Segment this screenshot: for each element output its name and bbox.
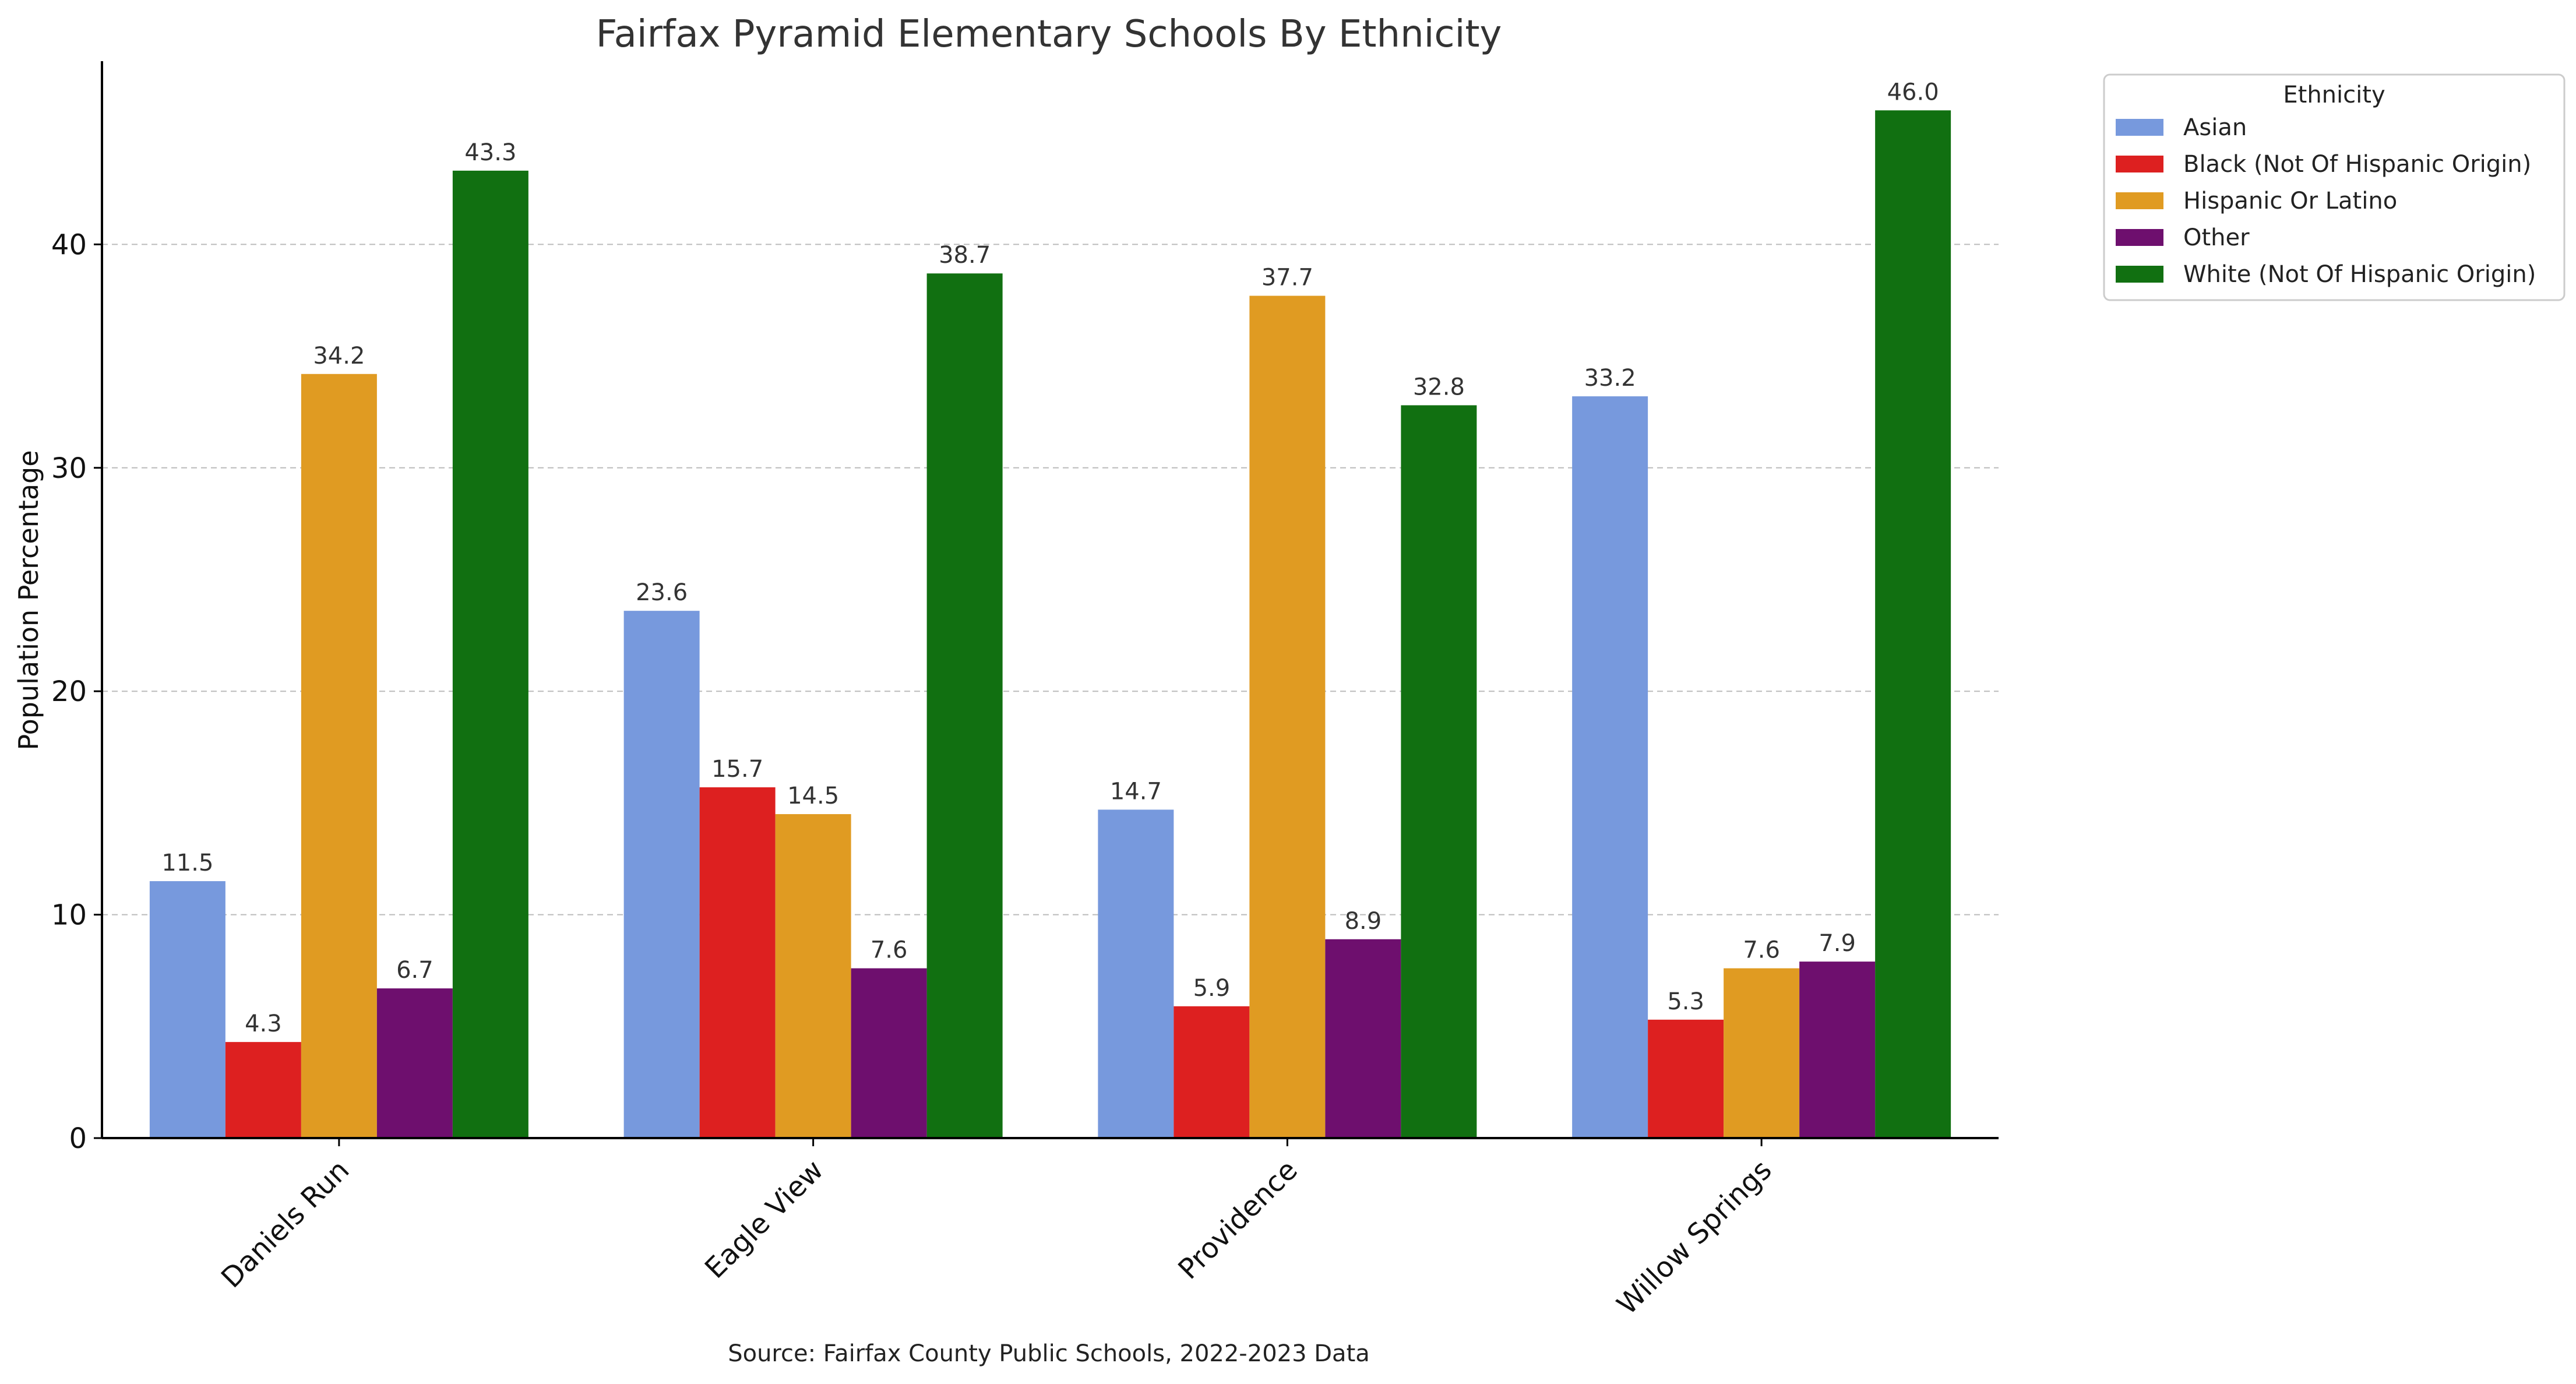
legend-label: Black (Not Of Hispanic Origin)	[2183, 151, 2531, 178]
bar-value-label: 33.2	[1584, 365, 1636, 392]
bar-value-label: 8.9	[1345, 908, 1382, 935]
bar-value-label: 43.3	[464, 139, 516, 166]
x-tick-label: Providence	[1172, 1154, 1303, 1286]
bar-value-label: 14.7	[1110, 778, 1162, 805]
x-tick-label: Daniels Run	[215, 1154, 355, 1294]
bar-value-label: 11.5	[161, 850, 213, 876]
bars	[149, 110, 1951, 1139]
bar-value-label: 15.7	[711, 756, 763, 783]
bar	[1401, 405, 1477, 1138]
bar-value-label: 7.9	[1819, 930, 1856, 957]
x-tick-label: Willow Springs	[1611, 1154, 1778, 1321]
bar	[1648, 1019, 1724, 1138]
bar	[225, 1042, 301, 1138]
y-tick-label: 30	[51, 452, 87, 485]
legend-entries: Asian Black (Not Of Hispanic Origin) Hispa…	[2116, 114, 2536, 288]
bar	[376, 988, 453, 1138]
bar	[1572, 396, 1648, 1138]
bar	[851, 968, 927, 1138]
bar-value-label: 14.5	[787, 783, 839, 809]
bar	[1174, 1006, 1250, 1138]
bar-value-label: 7.6	[871, 937, 908, 964]
bar	[149, 881, 225, 1138]
bar	[775, 814, 851, 1138]
source-note: Source: Fairfax County Public Schools, 2…	[728, 1340, 1370, 1367]
bar	[1799, 962, 1876, 1138]
bar	[301, 374, 377, 1139]
legend-swatch	[2116, 266, 2163, 283]
bar-value-label: 46.0	[1887, 79, 1939, 105]
legend-swatch	[2116, 119, 2163, 136]
bar-value-label: 4.3	[245, 1010, 282, 1037]
bar	[1875, 110, 1951, 1139]
bar-value-label: 37.7	[1261, 265, 1313, 291]
bar-value-label: 5.9	[1193, 975, 1231, 1002]
legend-swatch	[2116, 156, 2163, 172]
legend-label: Other	[2183, 224, 2250, 251]
bar	[1724, 968, 1800, 1138]
bar-value-label: 6.7	[396, 957, 434, 984]
chart-title: Fairfax Pyramid Elementary Schools By Et…	[596, 13, 1502, 56]
legend-swatch	[2116, 192, 2163, 209]
x-tick-label: Eagle View	[699, 1154, 830, 1285]
axes	[94, 61, 1999, 1146]
bar-value-label: 38.7	[939, 242, 991, 269]
legend: Ethnicity Asian Black (Not Of Hispanic Or…	[2103, 73, 2566, 301]
bar-value-label: 23.6	[636, 579, 688, 606]
legend-frame	[2103, 73, 2566, 301]
y-tick-label: 20	[51, 675, 87, 708]
bar	[1249, 295, 1326, 1138]
bar	[926, 273, 1003, 1138]
y-tick-label: 0	[69, 1122, 87, 1155]
gridlines	[102, 244, 1999, 915]
bar-value-label: 32.8	[1413, 374, 1465, 400]
bar	[1325, 939, 1401, 1138]
bar	[1098, 809, 1174, 1138]
legend-swatch	[2116, 229, 2163, 246]
y-tick-label: 40	[51, 228, 87, 261]
bar-value-labels: 11.5 4.3 34.2 6.7 43.3 23.6 15.7 14.5 7.6 38.7 14.…	[161, 79, 1939, 1037]
legend-title: Ethnicity	[2283, 82, 2385, 108]
bar-value-label: 34.2	[313, 343, 365, 369]
bar	[699, 787, 776, 1138]
legend-label: Asian	[2183, 114, 2247, 141]
bar	[452, 170, 528, 1139]
y-tick-label: 10	[51, 899, 87, 932]
bar	[623, 611, 700, 1138]
bar-value-label: 5.3	[1667, 988, 1704, 1015]
y-axis-label: Population Percentage	[13, 450, 44, 750]
legend-label: Hispanic Or Latino	[2183, 188, 2397, 214]
bar-value-label: 7.6	[1743, 937, 1780, 964]
legend-label: White (Not Of Hispanic Origin)	[2183, 261, 2536, 288]
